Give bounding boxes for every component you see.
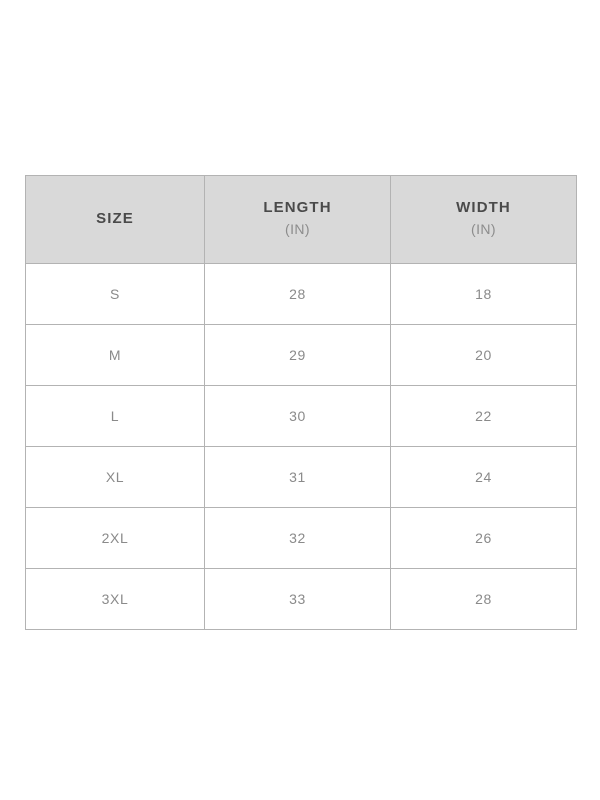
table-header-row: SIZE LENGTH (IN) WIDTH (IN) — [25, 175, 577, 264]
column-header-size: SIZE — [25, 175, 205, 264]
cell-size: 2XL — [25, 507, 205, 569]
cell-width: 18 — [390, 263, 577, 325]
cell-length: 30 — [204, 385, 391, 447]
size-chart-table: SIZE LENGTH (IN) WIDTH (IN) S 28 1 — [25, 175, 577, 630]
cell-length: 31 — [204, 446, 391, 508]
cell-width: 28 — [390, 568, 577, 630]
cell-length: 32 — [204, 507, 391, 569]
cell-size: S — [25, 263, 205, 325]
cell-size: XL — [25, 446, 205, 508]
column-header-length: LENGTH (IN) — [204, 175, 391, 264]
table-row: S 28 18 — [25, 263, 577, 325]
table-row: 3XL 33 28 — [25, 568, 577, 630]
cell-width: 26 — [390, 507, 577, 569]
cell-width: 22 — [390, 385, 577, 447]
column-header-width: WIDTH (IN) — [390, 175, 577, 264]
column-header-size-label: SIZE — [96, 210, 134, 228]
cell-width: 24 — [390, 446, 577, 508]
table-row: L 30 22 — [25, 385, 577, 447]
table-header: SIZE LENGTH (IN) WIDTH (IN) — [25, 175, 577, 264]
cell-length: 28 — [204, 263, 391, 325]
table-row: XL 31 24 — [25, 446, 577, 508]
column-header-length-unit: (IN) — [285, 221, 310, 238]
cell-size: L — [25, 385, 205, 447]
cell-size: 3XL — [25, 568, 205, 630]
column-header-width-label: WIDTH — [456, 199, 511, 217]
table-body: S 28 18 M 29 20 L 30 22 XL 31 24 — [25, 263, 577, 630]
size-chart-table-container: SIZE LENGTH (IN) WIDTH (IN) S 28 1 — [25, 175, 577, 630]
cell-length: 33 — [204, 568, 391, 630]
cell-size: M — [25, 324, 205, 386]
cell-width: 20 — [390, 324, 577, 386]
column-header-length-label: LENGTH — [263, 199, 332, 217]
cell-length: 29 — [204, 324, 391, 386]
table-row: M 29 20 — [25, 324, 577, 386]
table-row: 2XL 32 26 — [25, 507, 577, 569]
column-header-width-unit: (IN) — [471, 221, 496, 238]
